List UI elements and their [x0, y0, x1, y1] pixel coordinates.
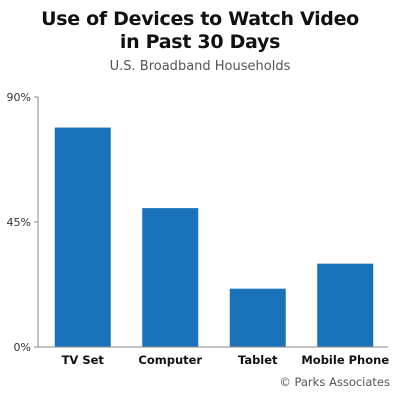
chart-title-line-1: Use of Devices to Watch Video	[41, 8, 359, 30]
x-tick-label: TV Set	[62, 353, 105, 367]
bar	[54, 127, 111, 347]
x-tick-label: Computer	[138, 353, 202, 367]
y-tick-label: 0%	[14, 341, 31, 354]
chart-title: Use of Devices to Watch Video in Past 30…	[0, 8, 400, 54]
y-tick-label: 90%	[7, 91, 31, 104]
bar	[229, 288, 286, 347]
chart-subtitle: U.S. Broadband Households	[109, 59, 291, 74]
chart-title-line-2: in Past 30 Days	[119, 31, 281, 53]
source-credit: © Parks Associates	[279, 375, 390, 389]
bars	[54, 127, 374, 347]
y-tick-label: 45%	[7, 216, 31, 229]
x-axis: TV Set Computer Tablet Mobile Phone	[38, 346, 389, 367]
bar	[317, 263, 374, 347]
x-tick-label: Mobile Phone	[301, 353, 389, 367]
bar	[142, 208, 199, 347]
y-axis: 0% 45% 90%	[7, 91, 39, 354]
x-tick-label: Tablet	[238, 353, 278, 367]
